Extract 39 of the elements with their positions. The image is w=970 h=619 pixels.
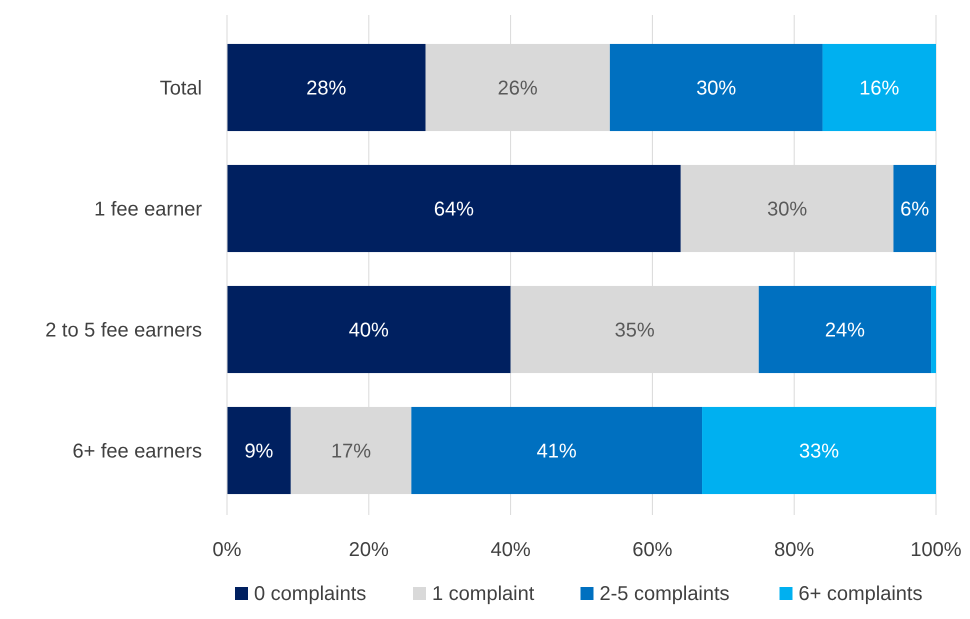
x-tick-label: 60% [632,539,673,561]
data-label: 17% [331,440,372,462]
data-label: 28% [306,78,346,100]
x-tick-label: 20% [348,539,390,561]
bar [227,44,426,132]
data-label: 33% [799,440,840,462]
bar [227,164,681,252]
legend-label: 0 complaints [254,583,366,605]
legend-label: 1 complaint [432,583,535,605]
bar [411,406,702,494]
data-label: 30% [767,198,808,220]
data-label: 16% [859,78,900,100]
data-label: 6% [900,198,930,220]
bar [227,406,291,494]
x-tick-label: 0% [212,539,242,561]
data-label: 64% [434,198,474,220]
data-label: 41% [536,440,577,462]
data-label: 9% [244,440,274,462]
x-tick-label: 100% [910,539,962,561]
bar [822,44,936,132]
y-tick-label: Total [160,78,202,100]
y-tick-label: 1 fee earner [94,198,202,220]
data-label: 24% [824,320,866,342]
legend-label: 2-5 complaints [600,583,730,605]
bar [227,286,511,374]
bar [931,286,936,374]
bar [893,164,936,252]
x-tick-label: 40% [490,539,531,561]
y-tick-label: 2 to 5 fee earners [45,320,202,342]
legend-label: 6+ complaints [798,583,922,605]
y-tick-label: 6+ fee earners [72,440,202,462]
bar [610,44,823,132]
bar [702,406,936,494]
data-label: 30% [696,78,736,100]
data-label: 26% [498,78,538,100]
data-label: 40% [348,320,390,342]
data-label: 35% [614,320,655,342]
bar [758,286,932,374]
x-tick-label: 80% [774,539,814,561]
